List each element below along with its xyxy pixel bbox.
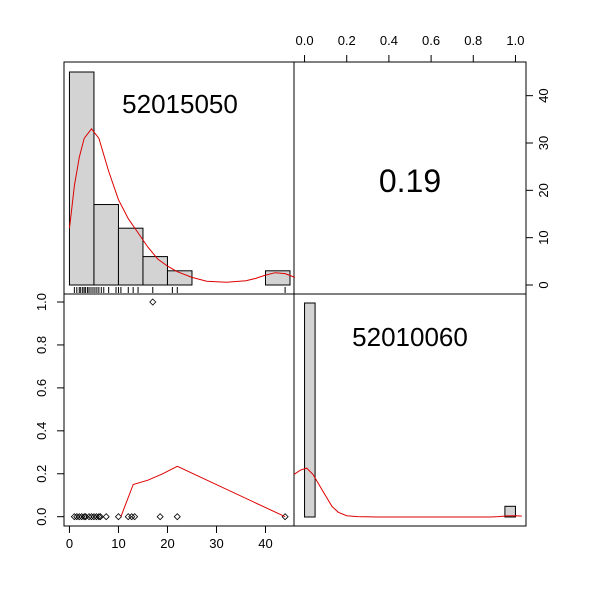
scatter-point — [96, 513, 104, 521]
histogram-bar — [264, 270, 291, 286]
histogram-bar — [504, 505, 516, 518]
axes: 0 10 20 30 40 0.0 0.2 0.4 0.6 0.8 1.0 0.0 0.2 0.4 0.6 0… — [34, 33, 551, 551]
y-tick-label: 0.0 — [34, 508, 49, 526]
histogram-bar — [304, 302, 316, 518]
x-tick-label: 0 — [66, 536, 73, 551]
y-tick-label: 0.2 — [34, 465, 49, 483]
panel-borders — [63, 61, 527, 527]
y-tick-label: 0.8 — [34, 336, 49, 354]
scatter-point — [156, 513, 164, 521]
scatter-panel — [70, 298, 289, 521]
scatter-point — [131, 513, 139, 521]
scatter-point — [90, 513, 98, 521]
scatter-point — [124, 513, 132, 521]
top-tick-label: 0.6 — [422, 33, 440, 48]
top-tick-label: 0.2 — [338, 33, 356, 48]
scatter-point — [82, 513, 90, 521]
histogram-52015050 — [68, 71, 296, 293]
x-tick-label: 20 — [160, 536, 174, 551]
density-curve — [293, 467, 522, 518]
top-tick-label: 0.0 — [296, 33, 314, 48]
scatter-point — [95, 513, 103, 521]
panel-bottom-right — [293, 293, 527, 527]
scatter-point — [85, 513, 93, 521]
y-tick-label: 1.0 — [34, 293, 49, 311]
scatter-point — [281, 513, 289, 521]
right-tick-label: 10 — [536, 230, 551, 244]
y-tick-label: 0.6 — [34, 379, 49, 397]
right-tick-label: 40 — [536, 88, 551, 102]
scatter-point — [87, 513, 96, 521]
scatter-point — [128, 513, 136, 521]
scatter-point — [80, 513, 88, 521]
top-tick-label: 0.4 — [380, 33, 398, 48]
panel-bottom-left — [63, 293, 295, 527]
diag-label-y: 52010060 — [352, 322, 468, 352]
scatter-point — [149, 298, 157, 306]
histogram-bar — [142, 256, 168, 286]
x-tick-label: 10 — [111, 536, 125, 551]
x-tick-label: 40 — [258, 536, 272, 551]
histogram-bar — [117, 227, 144, 286]
scatter-point — [75, 513, 83, 521]
histogram-bar — [68, 71, 95, 286]
scatter-point — [73, 513, 81, 521]
scatter-point — [102, 513, 110, 521]
smoother-line — [120, 465, 286, 518]
correlation-value: 0.19 — [379, 163, 441, 199]
density-curve — [69, 127, 296, 283]
right-tick-label: 20 — [536, 183, 551, 197]
histogram-bar — [93, 204, 119, 286]
histogram-52010060 — [293, 302, 522, 518]
y-tick-label: 0.4 — [34, 422, 49, 440]
scatter-point — [114, 513, 123, 521]
scatter-point — [70, 513, 78, 521]
right-tick-label: 0 — [536, 281, 551, 288]
right-tick-label: 30 — [536, 136, 551, 150]
top-tick-label: 1.0 — [506, 33, 524, 48]
diag-label-x: 52015050 — [122, 89, 238, 119]
scatter-point — [173, 513, 181, 521]
x-tick-label: 30 — [209, 536, 223, 551]
top-tick-label: 0.8 — [464, 33, 482, 48]
